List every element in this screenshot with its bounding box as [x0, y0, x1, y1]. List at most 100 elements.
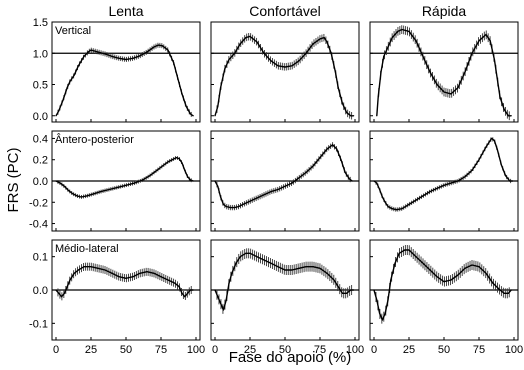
data-point — [235, 262, 237, 264]
data-point — [83, 55, 85, 57]
data-point — [104, 269, 106, 271]
data-point — [380, 71, 382, 73]
data-point — [330, 52, 332, 54]
data-point — [379, 312, 381, 314]
data-point — [263, 52, 265, 54]
data-point — [394, 262, 396, 264]
series-2-2 — [373, 245, 512, 324]
panel-2-2: 0 25 50 75 100 — [369, 239, 523, 356]
data-point — [66, 87, 68, 89]
data-point — [55, 289, 57, 291]
data-point — [222, 309, 224, 311]
data-point — [471, 52, 473, 54]
data-point — [478, 266, 480, 268]
data-point — [429, 269, 431, 271]
data-point — [391, 208, 393, 210]
series-1-2 — [373, 137, 514, 212]
data-point — [493, 58, 495, 61]
data-point — [507, 292, 509, 294]
data-point — [312, 165, 314, 167]
data-point — [450, 279, 452, 281]
data-point — [149, 175, 151, 177]
mean-line — [376, 28, 512, 117]
y-tick-label: 0.1 — [33, 252, 48, 264]
data-point — [214, 115, 216, 117]
data-point — [503, 108, 505, 111]
data-point — [245, 252, 247, 254]
data-point — [485, 33, 487, 36]
data-point — [336, 148, 338, 150]
data-point — [100, 191, 102, 193]
data-point — [408, 203, 410, 206]
data-point — [61, 296, 63, 298]
data-point — [492, 282, 494, 284]
data-point — [346, 112, 348, 114]
mean-line — [214, 252, 354, 311]
series-1-1 — [214, 142, 353, 211]
data-point — [489, 40, 491, 42]
panel-0-0: 0.0 0.5 1.0 1.5 Vertical — [33, 17, 201, 123]
data-point — [222, 203, 224, 206]
data-point — [177, 77, 179, 79]
series-2-1 — [214, 248, 355, 314]
data-point — [189, 113, 191, 115]
data-point — [181, 162, 183, 164]
y-tick-label: 0.5 — [33, 80, 48, 92]
data-point — [344, 171, 346, 174]
data-point — [312, 43, 314, 45]
data-point — [63, 185, 65, 187]
data-point — [499, 96, 501, 98]
data-point — [55, 115, 57, 117]
data-point — [160, 276, 162, 278]
data-point — [291, 182, 293, 184]
data-point — [187, 176, 189, 178]
data-point — [108, 188, 110, 191]
data-point — [350, 115, 352, 117]
data-point — [485, 272, 487, 274]
data-point — [323, 37, 325, 39]
y-tick-label: 0.0 — [33, 176, 48, 188]
data-point — [249, 35, 251, 37]
data-point — [478, 40, 480, 42]
data-point — [415, 199, 417, 201]
y-axis-title: FRS (PC) — [5, 148, 22, 213]
data-point — [256, 41, 258, 43]
x-tick-label: 75 — [473, 344, 485, 356]
y-tick-label: -0.2 — [29, 197, 48, 209]
data-point — [239, 43, 241, 45]
data-point — [381, 196, 383, 198]
data-point — [178, 158, 180, 160]
data-point — [401, 208, 403, 210]
data-point — [58, 110, 60, 112]
data-point — [69, 80, 71, 82]
data-point — [397, 30, 399, 32]
data-point — [118, 276, 120, 278]
data-point — [319, 38, 321, 40]
panel-label: Vertical — [55, 25, 91, 37]
mean-line — [214, 35, 354, 117]
data-point — [337, 87, 339, 89]
data-point — [139, 272, 141, 274]
x-tick-label: 25 — [403, 344, 415, 356]
data-point — [500, 164, 502, 166]
data-point — [97, 267, 99, 269]
data-point — [245, 37, 247, 39]
panel-2-1: 0 25 50 75 100 — [210, 239, 364, 356]
data-point — [242, 203, 244, 206]
data-point — [340, 159, 342, 161]
data-point — [436, 83, 438, 86]
data-point — [77, 65, 79, 67]
data-point — [167, 161, 169, 163]
data-point — [66, 286, 68, 288]
data-point — [381, 319, 383, 321]
data-point — [77, 269, 79, 271]
data-point — [139, 55, 141, 57]
data-point — [69, 279, 71, 281]
data-point — [104, 53, 106, 55]
data-point — [319, 267, 321, 269]
x-axis-title: Fase do apoio (%) — [229, 349, 352, 366]
data-point — [485, 146, 487, 148]
data-point — [175, 156, 177, 159]
data-point — [334, 71, 336, 73]
